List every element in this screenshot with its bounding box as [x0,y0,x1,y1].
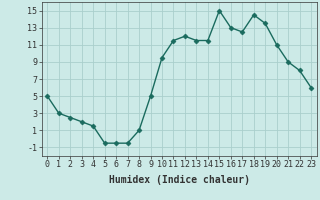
X-axis label: Humidex (Indice chaleur): Humidex (Indice chaleur) [109,175,250,185]
